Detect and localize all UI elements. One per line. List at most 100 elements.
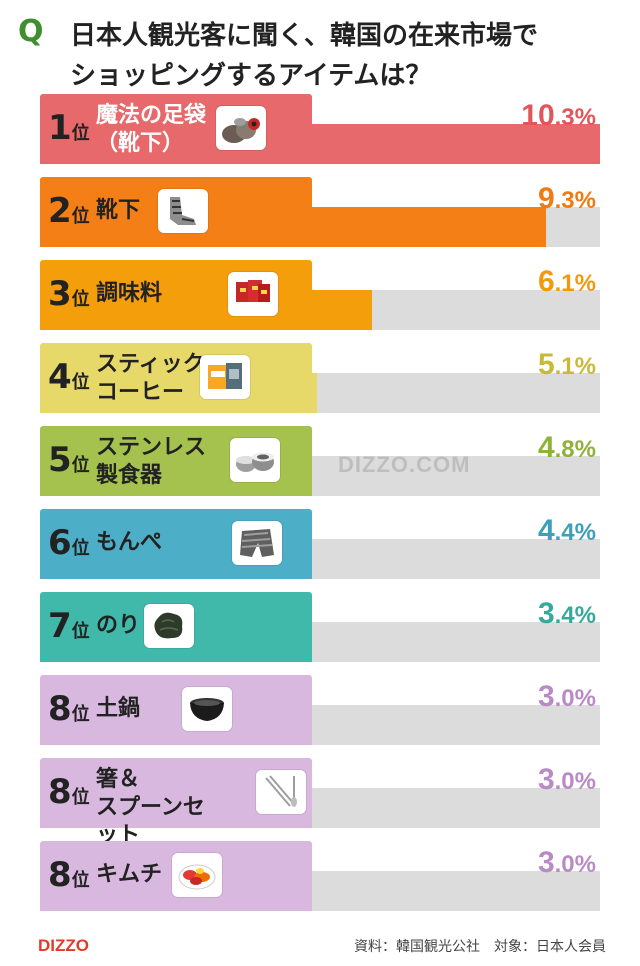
rank-suffix: 位: [71, 787, 90, 808]
rank-label: 3位: [48, 274, 90, 320]
rank-number: 4: [48, 357, 72, 397]
percent-integer: 9: [537, 182, 555, 215]
rank-number: 8: [48, 689, 72, 729]
percent-decimal: .1%: [554, 270, 596, 297]
item-name: 土鍋: [96, 696, 141, 721]
seasoning-packs-icon: [228, 272, 278, 316]
rank-number: 5: [48, 440, 72, 480]
title-text: 日本人観光客に聞く、韓国の在来市場で ショッピングするアイテムは？: [70, 21, 539, 91]
rank-number: 6: [48, 523, 72, 563]
bar-row: 3位 調味料 6.1%: [40, 260, 600, 330]
percent-integer: 10: [521, 99, 555, 132]
percent-label: 3.0%: [538, 679, 596, 717]
label-block: 8位 土鍋: [40, 675, 312, 745]
label-block: 3位 調味料: [40, 260, 312, 330]
earthen-pot-icon: [182, 687, 232, 731]
bar-row: 8位 箸＆ スプーンセット 3.0%: [40, 758, 600, 848]
coffee-box-icon: [200, 355, 250, 399]
rank-label: 6位: [48, 523, 90, 569]
percent-label: 6.1%: [538, 264, 596, 302]
seaweed-icon: [144, 604, 194, 648]
item-name: 調味料: [96, 281, 163, 306]
label-block: 6位 もんぺ: [40, 509, 312, 579]
percent-integer: 4: [537, 514, 555, 547]
bar-row: 1位 魔法の足袋 （靴下） 10.3%: [40, 94, 600, 164]
socks-icon: [158, 189, 208, 233]
rank-number: 8: [48, 855, 72, 895]
bar-row: 8位 土鍋 3.0%: [40, 675, 600, 745]
rank-suffix: 位: [71, 704, 90, 725]
rank-label: 8位: [48, 772, 90, 818]
rank-suffix: 位: [71, 206, 90, 227]
rank-suffix: 位: [71, 538, 90, 559]
rank-label: 2位: [48, 191, 90, 237]
rank-number: 2: [48, 191, 72, 231]
bar-row: 7位 のり 3.4%: [40, 592, 600, 662]
bar-row: 8位 キムチ 3.0%: [40, 841, 600, 911]
percent-label: 5.1%: [538, 347, 596, 385]
percent-decimal: .8%: [554, 436, 596, 463]
rank-label: 1位: [48, 108, 90, 154]
rank-number: 3: [48, 274, 72, 314]
label-block: 4位 スティック コーヒー: [40, 343, 312, 413]
percent-decimal: .4%: [554, 602, 596, 629]
percent-integer: 6: [537, 265, 555, 298]
percent-decimal: .1%: [554, 353, 596, 380]
brand-logo: DIZZO: [38, 936, 89, 955]
percent-decimal: .0%: [554, 851, 596, 878]
percent-integer: 4: [537, 431, 555, 464]
percent-integer: 5: [537, 348, 555, 381]
item-name: ステンレス 製食器: [96, 435, 207, 488]
percent-label: 3.4%: [538, 596, 596, 634]
stainless-bowls-icon: [230, 438, 280, 482]
item-name: 魔法の足袋 （靴下）: [96, 103, 207, 156]
label-block: 7位 のり: [40, 592, 312, 662]
watermark: DIZZO.COM: [338, 452, 471, 477]
rank-label: 7位: [48, 606, 90, 652]
percent-integer: 3: [537, 680, 555, 713]
percent-label: 3.0%: [538, 845, 596, 883]
percent-decimal: .0%: [554, 685, 596, 712]
chopsticks-spoon-icon: [256, 770, 306, 814]
item-name: スティック コーヒー: [96, 352, 205, 405]
item-name: 靴下: [96, 198, 141, 223]
bar-row: 6位 もんぺ 4.4%: [40, 509, 600, 579]
percent-label: 10.3%: [521, 98, 596, 136]
percent-decimal: .3%: [554, 104, 596, 131]
percent-integer: 3: [537, 846, 555, 879]
socks-pile-icon: [216, 106, 266, 150]
label-block: 8位 キムチ: [40, 841, 312, 911]
label-block: 1位 魔法の足袋 （靴下）: [40, 94, 312, 164]
question-mark-q: Q: [18, 14, 44, 49]
rank-suffix: 位: [71, 123, 90, 144]
percent-integer: 3: [537, 763, 555, 796]
rank-suffix: 位: [71, 621, 90, 642]
rank-label: 4位: [48, 357, 90, 403]
percent-integer: 3: [537, 597, 555, 630]
pants-icon: [232, 521, 282, 565]
item-name: 箸＆ スプーンセット: [96, 767, 205, 848]
rank-number: 1: [48, 108, 72, 148]
item-name: キムチ: [96, 862, 163, 887]
percent-label: 4.4%: [538, 513, 596, 551]
item-name: のり: [96, 613, 141, 638]
rank-suffix: 位: [71, 455, 90, 476]
rank-number: 8: [48, 772, 72, 812]
bar-row: 5位 ステンレス 製食器 4.8%: [40, 426, 600, 496]
percent-label: 9.3%: [538, 181, 596, 219]
rank-label: 8位: [48, 855, 90, 901]
bar-row: 2位 靴下 9.3%: [40, 177, 600, 247]
label-block: 8位 箸＆ スプーンセット: [40, 758, 312, 848]
rank-suffix: 位: [71, 870, 90, 891]
source-note: 資料：韓国観光公社 対象：日本人会員: [354, 939, 606, 955]
bar-row: 4位 スティック コーヒー 5.1%: [40, 343, 600, 413]
item-name: もんぺ: [96, 530, 163, 555]
percent-label: 3.0%: [538, 762, 596, 800]
percent-decimal: .3%: [554, 187, 596, 214]
rank-suffix: 位: [71, 289, 90, 310]
label-block: 5位 ステンレス 製食器: [40, 426, 312, 496]
rank-number: 7: [48, 606, 72, 646]
kimchi-icon: [172, 853, 222, 897]
percent-decimal: .0%: [554, 768, 596, 795]
percent-decimal: .4%: [554, 519, 596, 546]
